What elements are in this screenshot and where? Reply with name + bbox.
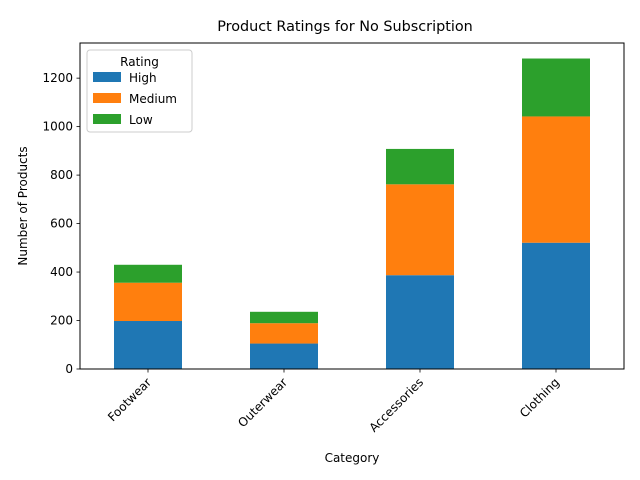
bar-high-clothing [522, 242, 590, 369]
legend-swatch-high [93, 72, 121, 82]
x-tick-label-clothing: Clothing [517, 375, 562, 420]
y-axis-label: Number of Products [16, 146, 30, 265]
x-axis: Footwear Outerwear Accessories Clothing [105, 369, 562, 435]
legend-frame [86, 49, 193, 133]
y-tick-label: 600 [50, 217, 73, 231]
bar-low-outerwear [250, 311, 318, 324]
bar-high-outerwear [250, 343, 318, 369]
legend-swatch-medium [93, 93, 121, 103]
x-tick-label-accessories: Accessories [366, 375, 426, 435]
bar-medium-accessories [386, 184, 454, 276]
legend-title: Rating [120, 55, 159, 69]
bar-high-footwear [114, 321, 182, 369]
plot-frame [79, 42, 625, 370]
bar-low-clothing [522, 58, 590, 117]
y-tick-label: 1200 [42, 71, 73, 85]
legend: Rating High Medium Low [86, 49, 193, 133]
y-tick-label: 200 [50, 314, 73, 328]
legend-label-medium: Medium [129, 92, 177, 106]
legend-swatch-low [93, 114, 121, 124]
x-tick-label-footwear: Footwear [105, 375, 154, 424]
bars-group [114, 58, 590, 369]
legend-label-high: High [129, 71, 157, 85]
bar-low-accessories [386, 148, 454, 185]
x-axis-label: Category [325, 451, 380, 465]
bar-medium-footwear [114, 282, 182, 322]
bar-medium-clothing [522, 116, 590, 243]
bar-low-footwear [114, 264, 182, 283]
bar-medium-outerwear [250, 323, 318, 344]
chart-title: Product Ratings for No Subscription [217, 19, 473, 35]
legend-label-low: Low [129, 113, 153, 127]
y-tick-label: 0 [65, 362, 73, 376]
bar-high-accessories [386, 275, 454, 369]
y-tick-label: 800 [50, 168, 73, 182]
x-tick-label-outerwear: Outerwear [235, 375, 290, 430]
y-tick-label: 1000 [42, 120, 73, 134]
y-tick-label: 400 [50, 265, 73, 279]
y-axis: 0 200 400 600 800 1000 1200 [42, 71, 80, 376]
